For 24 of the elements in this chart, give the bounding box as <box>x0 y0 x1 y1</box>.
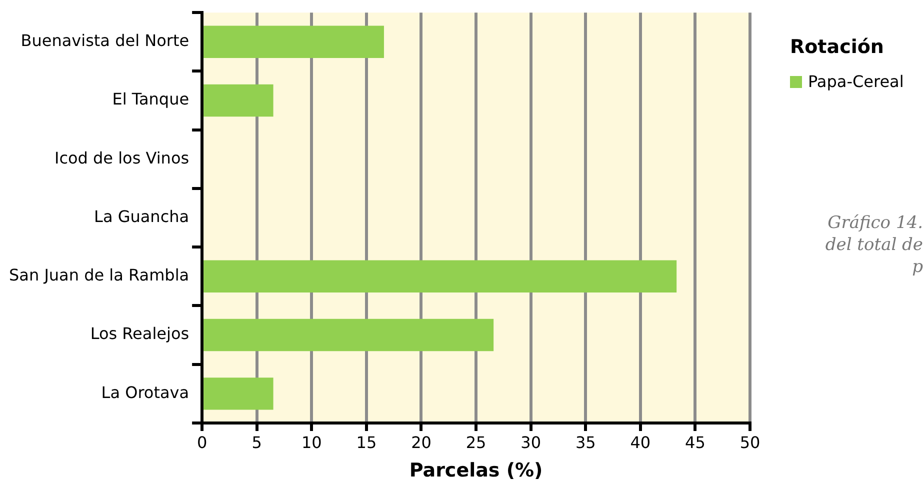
x-tick-label: 15 <box>356 432 377 452</box>
x-tick-label: 45 <box>685 432 706 452</box>
x-tick-label: 35 <box>575 432 596 452</box>
x-tick-label: 20 <box>411 432 432 452</box>
y-tick-label: La Guancha <box>94 206 190 226</box>
x-tick-label: 0 <box>196 432 208 452</box>
text: del total de <box>825 234 923 256</box>
y-tick-label: El Tanque <box>112 90 190 109</box>
x-tick-label: 10 <box>301 432 322 452</box>
legend-label: Papa-Cereal <box>808 72 904 91</box>
y-tick-label: Icod de los Vinos <box>54 148 190 168</box>
x-tick-label: 25 <box>466 432 486 452</box>
x-tick-label: 30 <box>520 432 542 452</box>
x-axis-title: Parcelas (%) <box>409 460 543 482</box>
y-tick-label: Los Realejos <box>90 324 190 344</box>
text: Gráfico 14. <box>826 212 923 234</box>
x-tick-label: 5 <box>252 432 262 452</box>
legend-title: Rotación <box>790 36 885 58</box>
text: p <box>911 256 923 278</box>
x-tick-label: 50 <box>740 432 760 452</box>
y-tick-label: La Orotava <box>101 382 190 402</box>
y-tick-label: Buenavista del Norte <box>20 31 190 50</box>
y-tick-label: San Juan de la Rambla <box>9 266 190 285</box>
x-tick-label: 40 <box>630 432 651 452</box>
